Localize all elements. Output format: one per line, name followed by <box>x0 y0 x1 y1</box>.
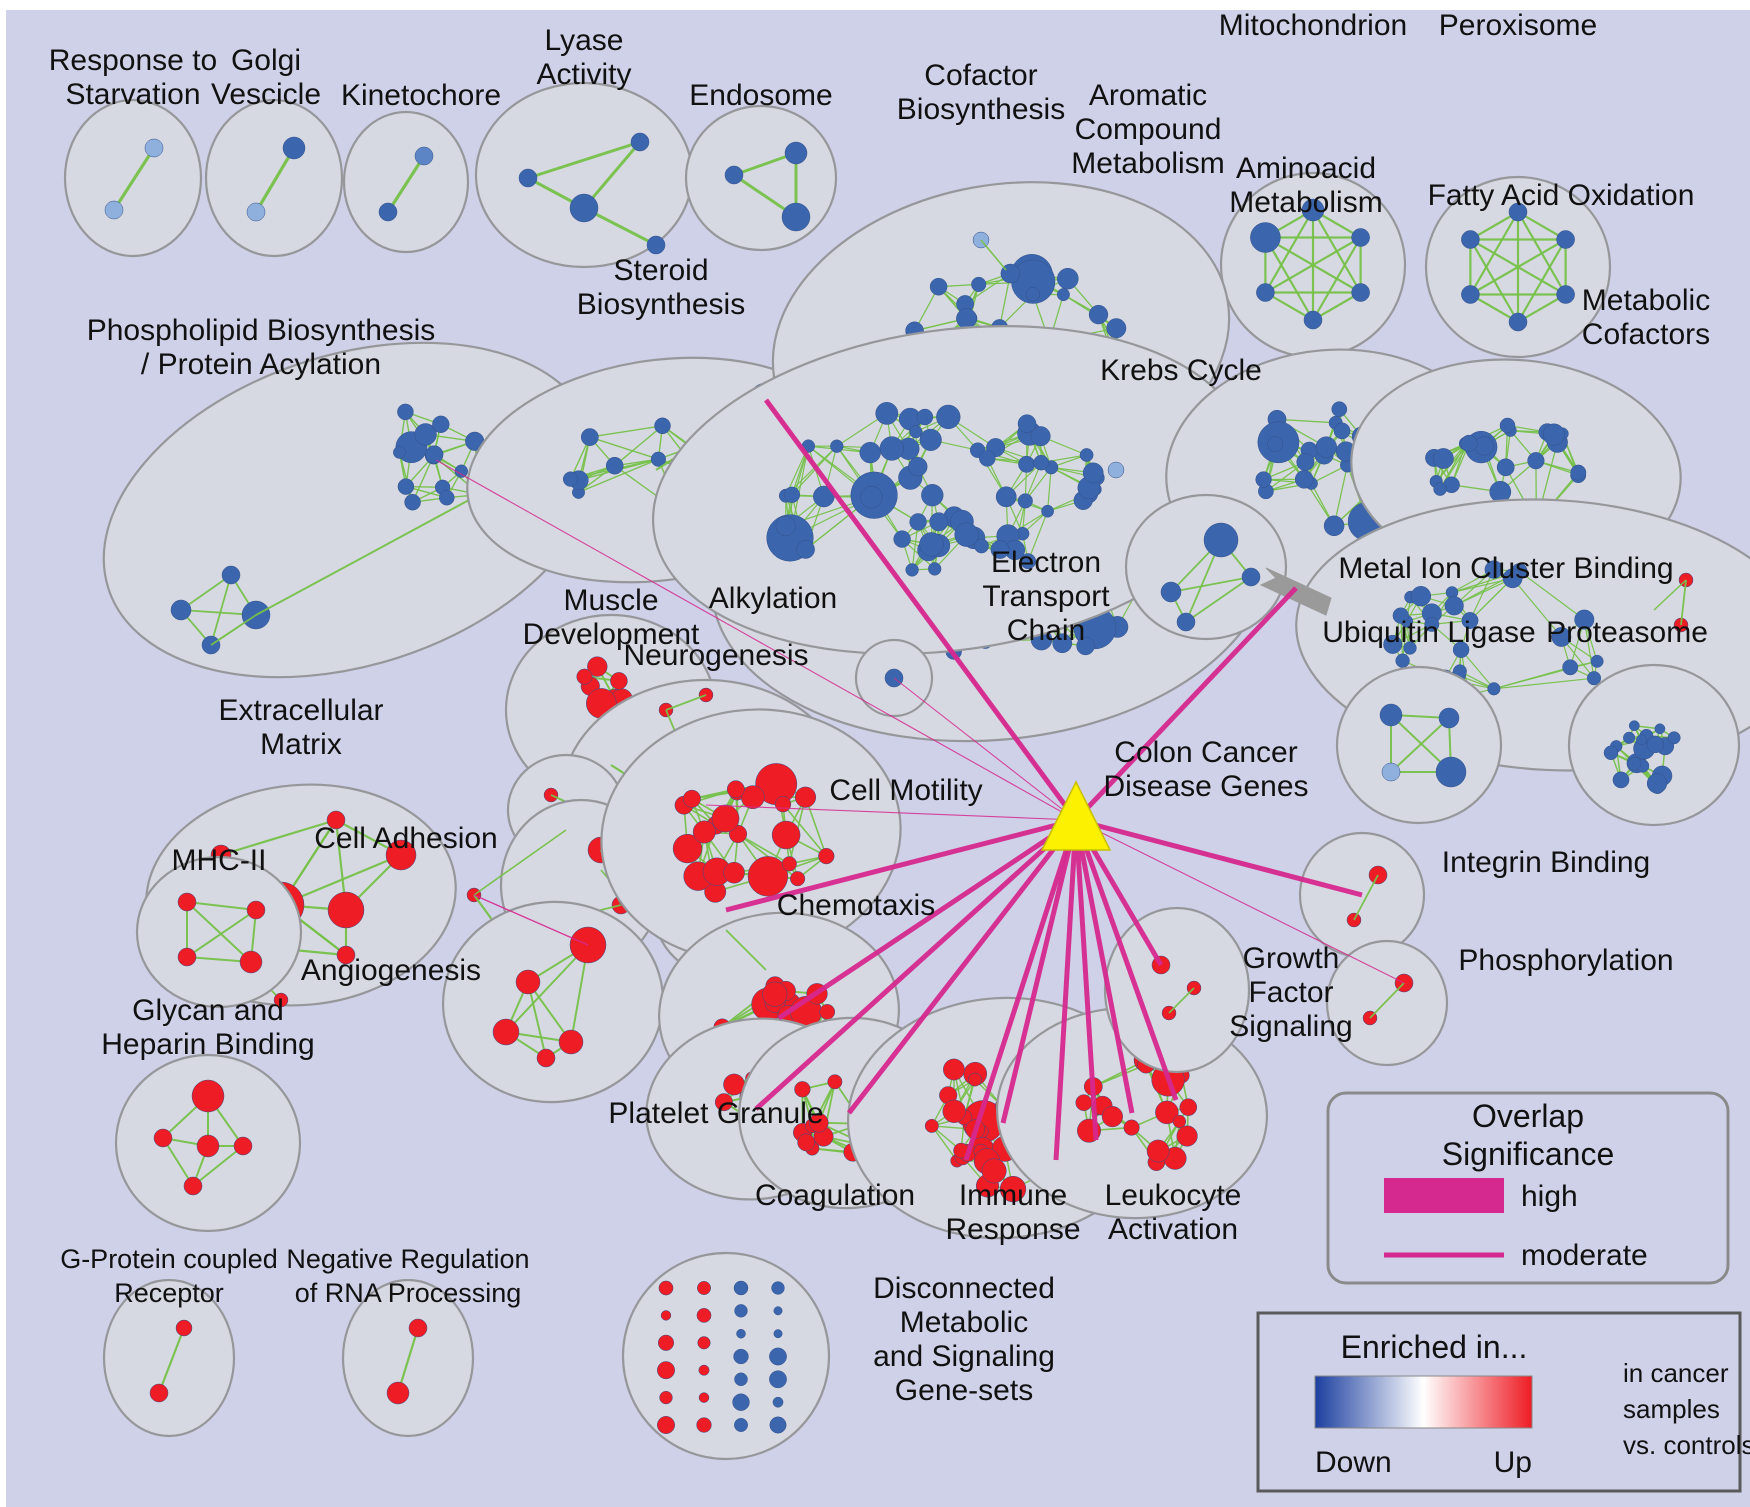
svg-text:Immune: Immune <box>959 1179 1067 1212</box>
svg-text:Negative Regulation: Negative Regulation <box>286 1244 529 1274</box>
svg-text:Signaling: Signaling <box>1229 1010 1352 1043</box>
svg-text:Chain: Chain <box>1007 614 1085 647</box>
svg-text:Disease Genes: Disease Genes <box>1103 770 1308 803</box>
svg-text:Muscle: Muscle <box>563 584 658 617</box>
svg-text:Phospholipid Biosynthesis: Phospholipid Biosynthesis <box>87 314 436 347</box>
svg-text:moderate: moderate <box>1521 1239 1648 1272</box>
svg-text:Activity: Activity <box>536 58 631 91</box>
svg-text:Activation: Activation <box>1108 1213 1238 1246</box>
svg-text:of RNA Processing: of RNA Processing <box>295 1278 522 1308</box>
svg-text:Angiogenesis: Angiogenesis <box>301 954 481 987</box>
svg-text:Aromatic: Aromatic <box>1089 79 1207 112</box>
svg-text:Heparin Binding: Heparin Binding <box>101 1028 314 1061</box>
svg-text:Response: Response <box>945 1213 1080 1246</box>
svg-text:Phosphorylation: Phosphorylation <box>1458 944 1673 977</box>
svg-text:Cell Adhesion: Cell Adhesion <box>314 822 497 855</box>
svg-text:Matrix: Matrix <box>260 728 342 761</box>
svg-text:Metabolism: Metabolism <box>1229 186 1382 219</box>
svg-text:Endosome: Endosome <box>689 79 832 112</box>
svg-text:Alkylation: Alkylation <box>709 582 837 615</box>
svg-text:Factor: Factor <box>1248 976 1333 1009</box>
svg-text:Metabolic: Metabolic <box>1582 284 1710 317</box>
svg-text:Down: Down <box>1315 1446 1392 1479</box>
svg-text:high: high <box>1521 1180 1578 1213</box>
svg-text:Krebs Cycle: Krebs Cycle <box>1100 354 1262 387</box>
svg-text:Disconnected: Disconnected <box>873 1272 1055 1305</box>
svg-text:Enriched in...: Enriched in... <box>1341 1329 1528 1365</box>
svg-text:Compound: Compound <box>1075 113 1222 146</box>
svg-text:samples: samples <box>1623 1394 1720 1424</box>
svg-text:Integrin Binding: Integrin Binding <box>1442 846 1650 879</box>
svg-text:Steroid: Steroid <box>613 254 708 287</box>
svg-text:Coagulation: Coagulation <box>755 1179 915 1212</box>
svg-text:Extracellular: Extracellular <box>218 694 383 727</box>
svg-text:Kinetochore: Kinetochore <box>341 79 501 112</box>
svg-text:Biosynthesis: Biosynthesis <box>897 93 1065 126</box>
svg-text:Starvation: Starvation <box>65 78 200 111</box>
svg-text:Mitochondrion: Mitochondrion <box>1219 10 1407 42</box>
svg-text:Fatty Acid Oxidation: Fatty Acid Oxidation <box>1428 179 1695 212</box>
svg-text:Colon Cancer: Colon Cancer <box>1114 736 1297 769</box>
svg-text:/ Protein Acylation: / Protein Acylation <box>141 348 381 381</box>
svg-text:Receptor: Receptor <box>114 1278 224 1308</box>
svg-text:Overlap: Overlap <box>1472 1098 1584 1134</box>
svg-text:Cell Motility: Cell Motility <box>829 774 982 807</box>
svg-text:G-Protein coupled: G-Protein coupled <box>60 1244 278 1274</box>
svg-text:Up: Up <box>1494 1446 1532 1479</box>
svg-text:Lyase: Lyase <box>545 24 624 57</box>
svg-text:Aminoacid: Aminoacid <box>1236 152 1376 185</box>
svg-text:Glycan and: Glycan and <box>132 994 284 1027</box>
svg-text:Electron: Electron <box>991 546 1101 579</box>
svg-text:Cofactors: Cofactors <box>1582 318 1710 351</box>
svg-text:Vescicle: Vescicle <box>211 78 321 111</box>
svg-text:Metal Ion Cluster Binding: Metal Ion Cluster Binding <box>1338 552 1673 585</box>
svg-text:Platelet Granule: Platelet Granule <box>608 1097 823 1130</box>
svg-text:Response to: Response to <box>49 44 217 77</box>
svg-text:Neurogenesis: Neurogenesis <box>623 639 808 672</box>
svg-text:Gene-sets: Gene-sets <box>895 1374 1033 1407</box>
svg-text:Golgi: Golgi <box>231 44 301 77</box>
svg-text:Transport: Transport <box>982 580 1110 613</box>
svg-text:Peroxisome: Peroxisome <box>1439 10 1597 42</box>
svg-text:Growth: Growth <box>1243 942 1340 975</box>
svg-text:Ubiquitin Ligase: Ubiquitin Ligase <box>1322 616 1535 649</box>
svg-text:Significance: Significance <box>1442 1136 1615 1172</box>
svg-text:Leukocyte: Leukocyte <box>1105 1179 1242 1212</box>
svg-text:Metabolic: Metabolic <box>900 1306 1028 1339</box>
svg-text:Chemotaxis: Chemotaxis <box>777 889 935 922</box>
svg-text:and Signaling: and Signaling <box>873 1340 1055 1373</box>
svg-text:in cancer: in cancer <box>1623 1358 1729 1388</box>
svg-text:Cofactor: Cofactor <box>924 59 1037 92</box>
svg-text:Biosynthesis: Biosynthesis <box>577 288 745 321</box>
svg-text:MHC-II: MHC-II <box>172 844 267 877</box>
svg-text:Metabolism: Metabolism <box>1071 147 1224 180</box>
svg-text:Proteasome: Proteasome <box>1546 616 1708 649</box>
svg-text:vs. controls: vs. controls <box>1623 1430 1750 1460</box>
